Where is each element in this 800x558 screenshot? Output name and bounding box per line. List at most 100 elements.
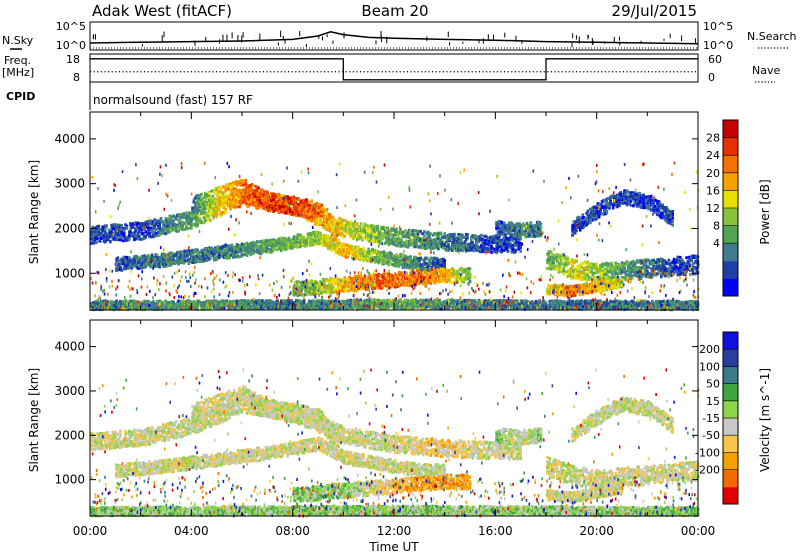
heatmap-cell [132, 265, 135, 268]
heatmap-cell [99, 228, 102, 231]
heatmap-cell [430, 282, 433, 285]
nsky-line [90, 32, 698, 44]
heatmap-cell [329, 237, 332, 240]
heatmap-cell [165, 232, 168, 235]
heatmap-cell [118, 263, 121, 266]
heatmap-cell [342, 219, 345, 222]
heatmap-cell [202, 199, 205, 202]
heatmap-cell [485, 243, 488, 246]
nave-tick-bottom: 0 [708, 71, 715, 84]
nsky-trace [90, 31, 698, 48]
heatmap-cell [218, 202, 221, 205]
heatmap-cell [219, 196, 222, 199]
heatmap-cell [160, 217, 163, 220]
heatmap-cell [242, 184, 245, 187]
heatmap-cell [208, 192, 211, 195]
heatmap-cell [492, 238, 495, 241]
heatmap-cell [272, 240, 275, 243]
freq-tick-top: 18 [66, 53, 80, 66]
heatmap-cell [426, 257, 429, 260]
heatmap-cell [158, 265, 161, 268]
heatmap-cell [380, 251, 383, 254]
heatmap-cell [384, 226, 387, 229]
heatmap-cell [237, 198, 240, 201]
heatmap-cell [246, 254, 249, 257]
heatmap-cell [170, 219, 173, 222]
heatmap-cell [454, 244, 457, 247]
heatmap-cell [136, 228, 139, 231]
heatmap-cell [200, 193, 203, 196]
heatmap-cell [394, 282, 397, 285]
heatmap-cell [213, 252, 216, 255]
heatmap-cell [519, 250, 522, 253]
heatmap-cell [207, 206, 210, 209]
heatmap-cell [177, 230, 180, 233]
heatmap-cell [227, 188, 230, 191]
heatmap-cell [109, 240, 112, 243]
heatmap-cell [413, 229, 416, 232]
heatmap-cell [224, 211, 227, 214]
heatmap-cell [196, 249, 199, 252]
heatmap-cell [462, 281, 465, 284]
heatmap-cell [158, 233, 161, 236]
heatmap-cell [138, 230, 141, 233]
heatmap-cell [386, 227, 389, 230]
heatmap-cell [343, 235, 346, 238]
heatmap-cell [212, 204, 215, 207]
heatmap-cell [160, 263, 163, 266]
heatmap-cell [181, 227, 184, 230]
nsky-tick-bottom: 10^0 [56, 39, 86, 52]
heatmap-cell [118, 259, 121, 262]
heatmap-cell [446, 270, 449, 273]
heatmap-cell [218, 187, 221, 190]
heatmap-cell [172, 228, 175, 231]
heatmap-cell [498, 250, 501, 253]
heatmap-cell [423, 235, 426, 238]
heatmap-cell [364, 274, 367, 277]
heatmap-cell [404, 244, 407, 247]
heatmap-cell [443, 262, 446, 265]
heatmap-cell [148, 222, 151, 225]
heatmap-cell [308, 280, 311, 283]
heatmap-cell [234, 196, 237, 199]
heatmap-cell [119, 238, 122, 241]
heatmap-cell [161, 221, 164, 224]
heatmap-cell [418, 270, 421, 273]
heatmap-cell [177, 254, 180, 257]
heatmap-cell [128, 256, 131, 259]
heatmap-cell [151, 231, 154, 234]
heatmap-cell [218, 211, 221, 214]
heatmap-cell [126, 226, 129, 229]
radar-title: Adak West (fitACF) [92, 2, 232, 20]
heatmap-cell [209, 257, 212, 260]
heatmap-cell [385, 241, 388, 244]
heatmap-cell [213, 191, 216, 194]
heatmap-cell [419, 257, 422, 260]
beam-label: Beam 20 [361, 2, 428, 20]
heatmap-cell [181, 221, 184, 224]
heatmap-cell [214, 255, 217, 258]
heatmap-cell [198, 214, 201, 217]
heatmap-cell [443, 244, 446, 247]
heatmap-cell [108, 229, 111, 232]
heatmap-cell [255, 245, 258, 248]
heatmap-cell [480, 234, 483, 237]
heatmap-cell [184, 260, 187, 263]
heatmap-cell [466, 236, 469, 239]
heatmap-cell [465, 249, 468, 252]
heatmap-cell [172, 219, 175, 222]
heatmap-cell [329, 290, 332, 293]
heatmap-cell [426, 271, 429, 274]
heatmap-cell [139, 238, 142, 241]
heatmap-cell [440, 232, 443, 235]
heatmap-cell [332, 216, 335, 219]
heatmap-cell [405, 272, 408, 275]
nsky-tick-top: 10^5 [56, 20, 86, 33]
heatmap-cell [495, 251, 498, 254]
heatmap-cell [252, 252, 255, 255]
heatmap-cell [286, 239, 289, 242]
heatmap-cell [317, 231, 320, 234]
heatmap-cell [202, 210, 205, 213]
nsearch-tick-bottom: 10^0 [703, 39, 733, 52]
